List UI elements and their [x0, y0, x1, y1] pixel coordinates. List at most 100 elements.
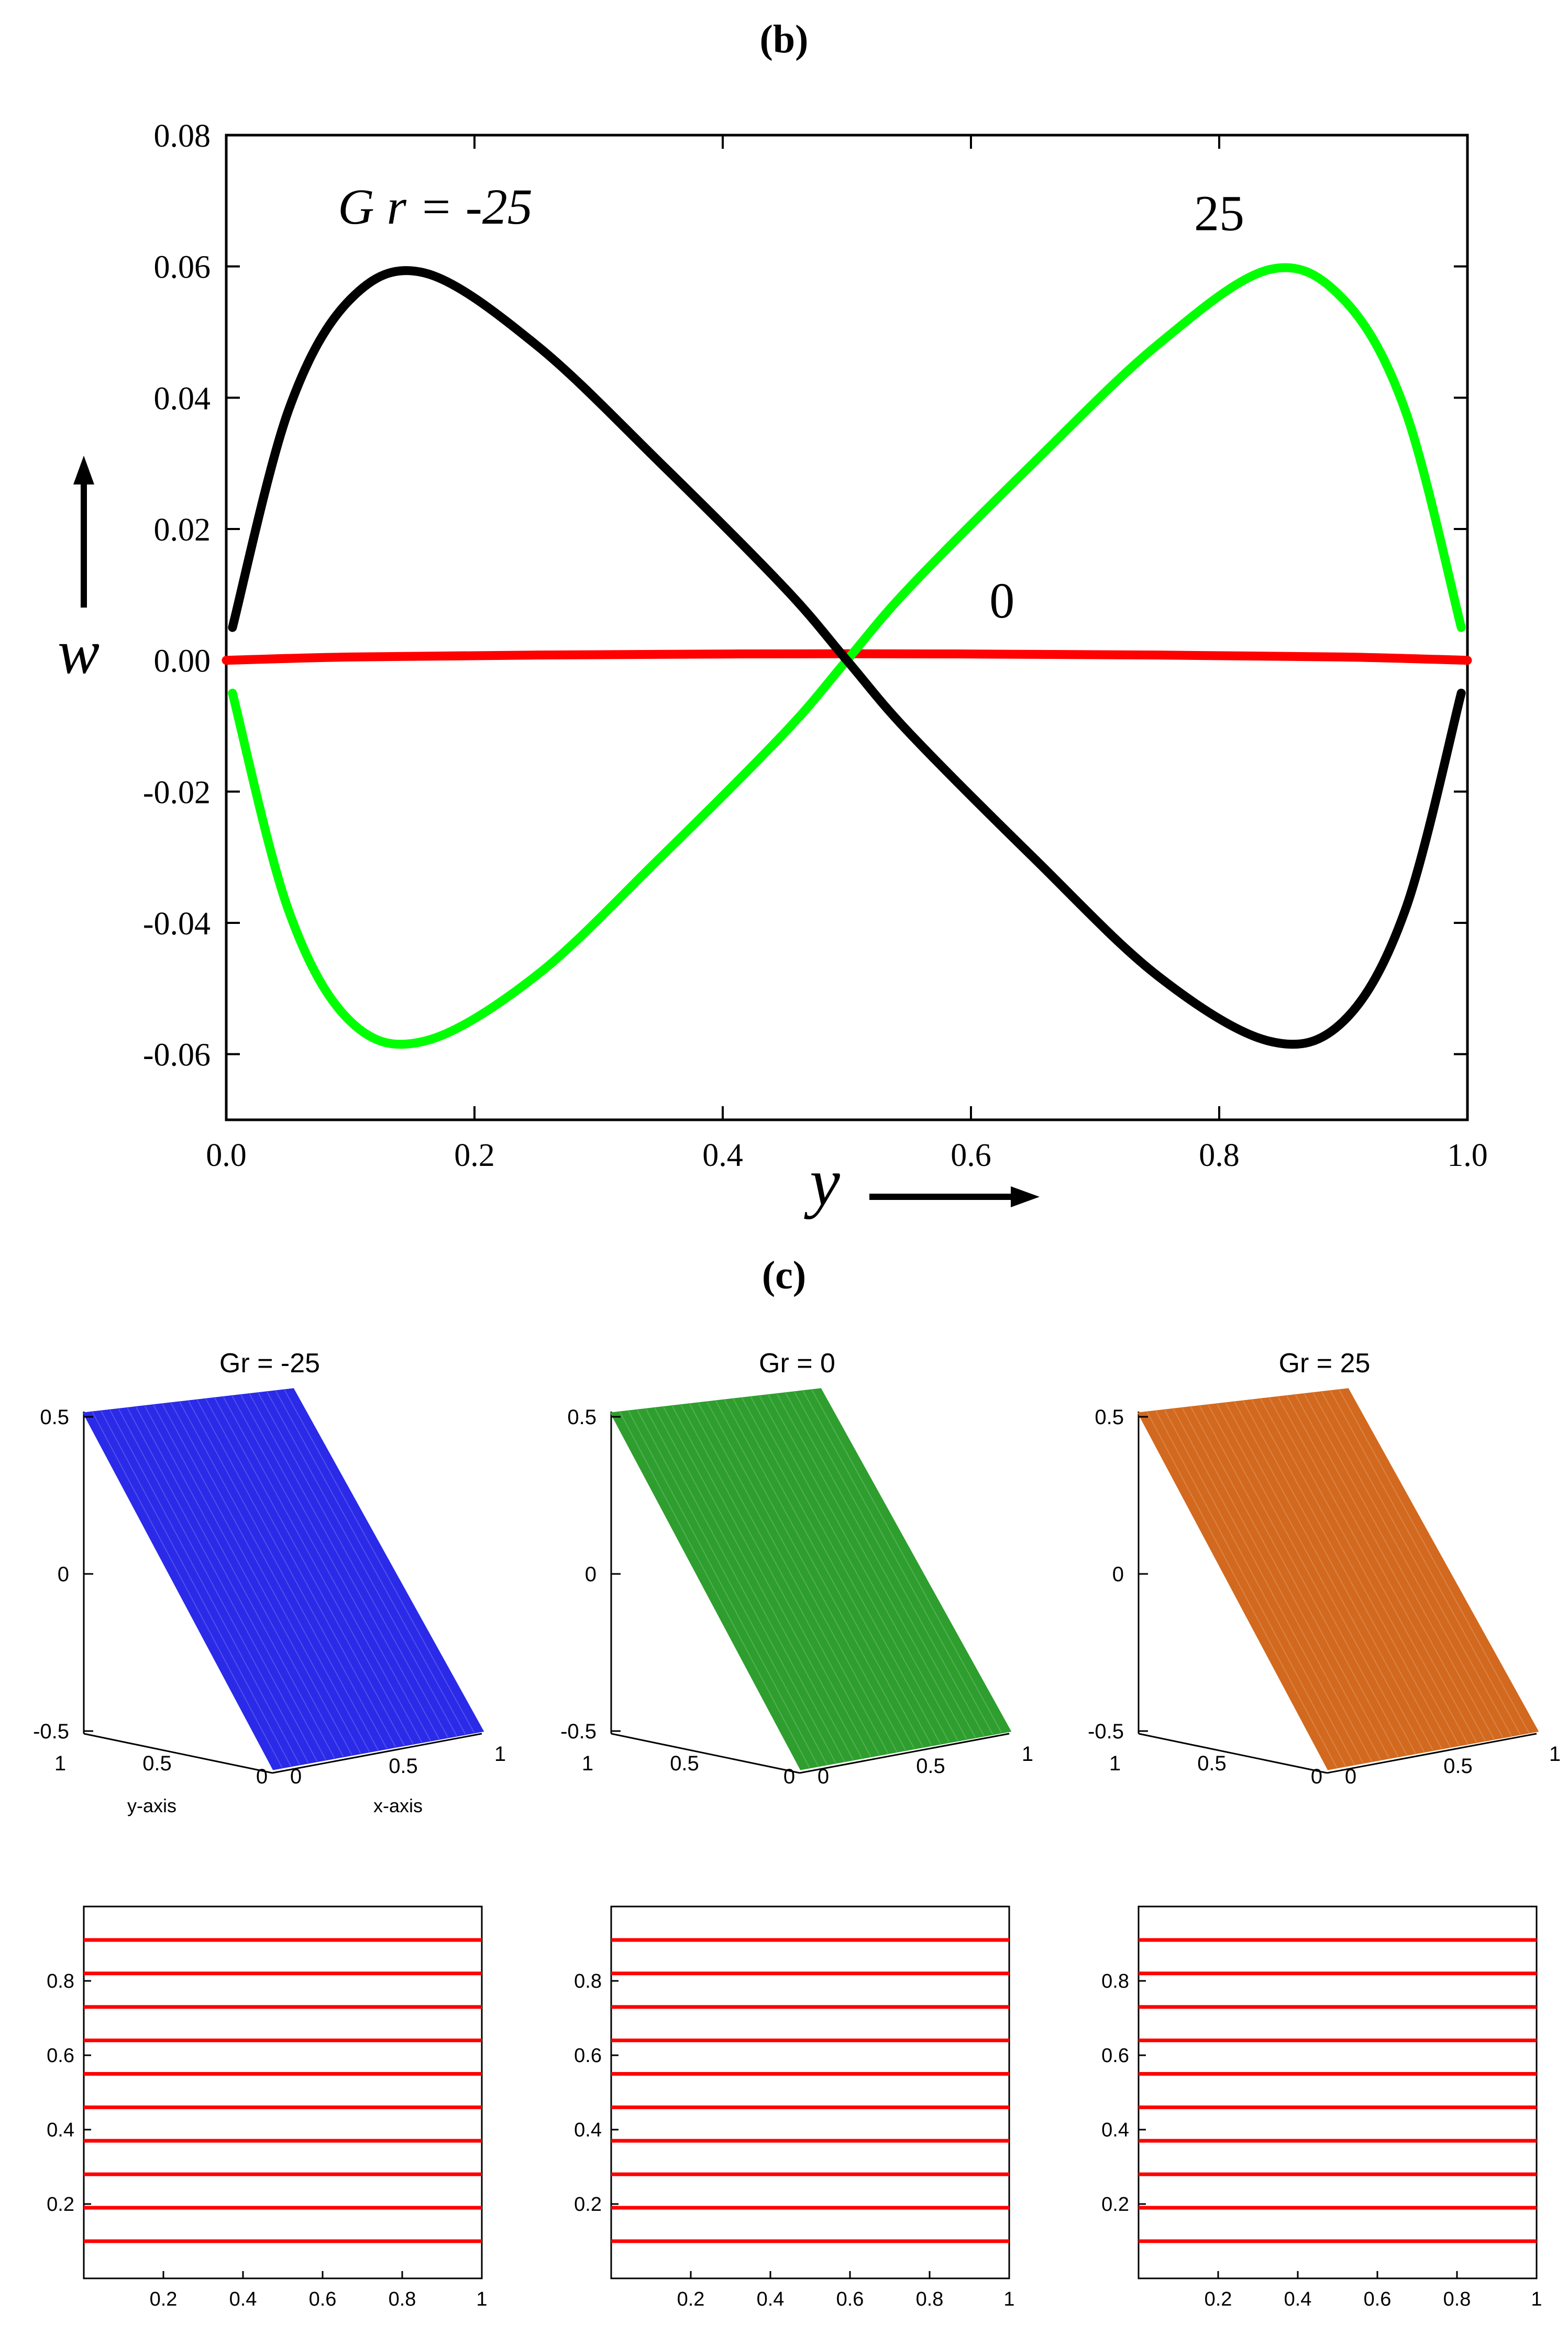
surface-patch — [1137, 1388, 1539, 1770]
y-tick-label: 0.00 — [154, 644, 211, 679]
y-tick-label: 0.02 — [154, 512, 211, 548]
surface-mesh-line — [92, 1412, 283, 1768]
surface-mesh-line — [1295, 1395, 1486, 1741]
surface-mesh-line — [223, 1396, 414, 1744]
x-tick-label: 0.2 — [454, 1138, 495, 1173]
y-tick-label: 0.08 — [154, 118, 211, 154]
surface-mesh-line — [1260, 1398, 1451, 1747]
y-axis-line — [83, 1733, 273, 1774]
surface-mesh-line — [802, 1391, 993, 1735]
surface-mesh-line — [1190, 1407, 1381, 1760]
surface-mesh-line — [1321, 1392, 1512, 1736]
surface-mesh-line — [240, 1395, 431, 1741]
surface-mesh-line — [205, 1398, 396, 1747]
surface-mesh-line — [101, 1411, 292, 1767]
surface-mesh-line — [663, 1407, 854, 1760]
surface-x-tick-label: 0 — [818, 1765, 829, 1788]
surface-y-tick-label: 0.5 — [1197, 1752, 1227, 1775]
line-chart: 0.080.060.040.020.00-0.02-0.04-0.06 0.0 0… — [58, 118, 1488, 1220]
surface-mesh-line — [1155, 1411, 1346, 1767]
series-line-gr-25 — [228, 266, 1466, 1049]
surface-x-tick-label: 0.5 — [389, 1755, 418, 1778]
y-axis-line — [1138, 1733, 1328, 1774]
surface-mesh-line — [776, 1394, 967, 1739]
surface-mesh-line — [619, 1412, 810, 1768]
surface-y-tick-label: 0 — [1311, 1765, 1322, 1788]
contour-x-tick-label: 0.4 — [1284, 2288, 1312, 2310]
surface-plot: Gr = -250.50-0.51 0.50 0 0.51y-axis x-axis — [33, 1348, 506, 1816]
x-tick-label: 1.0 — [1447, 1138, 1488, 1173]
surface-mesh-line — [759, 1395, 950, 1743]
surface-y-tick-label: 0 — [783, 1765, 795, 1788]
contour-y-tick-label: 0.4 — [574, 2119, 602, 2141]
surface-title: Gr = 0 — [759, 1348, 835, 1379]
contour-x-tick-label: 1 — [1003, 2288, 1014, 2310]
surface-x-tick-label: 1 — [1022, 1743, 1033, 1766]
surface-mesh-line — [1277, 1396, 1468, 1744]
surface-mesh-line — [733, 1398, 924, 1747]
surface-mesh-line — [1208, 1405, 1399, 1757]
surface-mesh-line — [698, 1403, 889, 1754]
panel-c-label: (c) — [762, 1253, 806, 1297]
x-axis-arrow-icon — [1011, 1186, 1040, 1207]
panel-b-label: (b) — [760, 17, 809, 61]
surface-x-tick-label: 1 — [494, 1743, 506, 1766]
surface-mesh-line — [1304, 1394, 1495, 1739]
contour-x-tick-label: 0.6 — [309, 2288, 337, 2310]
surface-mesh-line — [689, 1404, 880, 1756]
surface-mesh-line — [196, 1400, 388, 1749]
y-tick-label: -0.04 — [143, 906, 211, 942]
surface-mesh-line — [188, 1401, 379, 1750]
contour-x-tick-label: 0.2 — [677, 2288, 705, 2310]
surface-x-tick-label: 0 — [290, 1765, 302, 1788]
surface-mesh-line — [144, 1406, 335, 1759]
contour-x-tick-label: 0.2 — [1205, 2288, 1232, 2310]
contour-y-tick-label: 0.2 — [47, 2194, 74, 2216]
surface-title: Gr = 25 — [1279, 1348, 1371, 1379]
surface-mesh-line — [628, 1411, 819, 1767]
contour-x-tick-label: 0.8 — [389, 2288, 416, 2310]
surface-mesh-line — [1199, 1406, 1390, 1759]
z-tick-label: 0.5 — [40, 1406, 69, 1429]
contour-y-tick-label: 0.4 — [1101, 2119, 1129, 2141]
surface-mesh-line — [671, 1406, 863, 1759]
y-tick-label: 0.06 — [154, 250, 211, 285]
contour-y-tick-label: 0.8 — [47, 1970, 74, 1992]
surface-x-tick-label: 0.5 — [916, 1755, 945, 1778]
y-axis-label: w — [58, 617, 100, 687]
series-lines — [222, 263, 1472, 1049]
z-tick-label: 0.5 — [567, 1406, 597, 1429]
surface-mesh-line — [249, 1394, 440, 1739]
z-tick-label: -0.5 — [33, 1720, 69, 1743]
surface-mesh-line — [654, 1407, 845, 1762]
contour-y-tick-label: 0.6 — [574, 2045, 602, 2067]
surface-mesh-line — [742, 1397, 932, 1746]
x-tick-label: 0.6 — [951, 1138, 991, 1173]
contour-y-tick-label: 0.8 — [1101, 1970, 1129, 1992]
surface-mesh-line — [109, 1409, 300, 1765]
x-axis-ticks: 0.0 0.2 0.4 0.6 0.8 1.0 — [206, 135, 1488, 1173]
surface-mesh-line — [785, 1393, 976, 1738]
contour-x-tick-label: 0.8 — [1443, 2288, 1471, 2310]
surface-mesh-line — [231, 1395, 423, 1743]
surface-mesh-line — [170, 1403, 361, 1754]
contour-y-tick-label: 0.6 — [1101, 2045, 1129, 2067]
surface-mesh-line — [1217, 1404, 1407, 1756]
plot-frame — [225, 134, 1469, 1121]
y-axis-arrow-icon — [73, 456, 94, 484]
surface-mesh-line — [1339, 1390, 1530, 1733]
surface-mesh-line — [1243, 1401, 1433, 1750]
z-tick-label: 0 — [1112, 1563, 1124, 1586]
surface-mesh-line — [136, 1407, 326, 1760]
surface-mesh-line — [1251, 1400, 1442, 1749]
surface-mesh-line — [1286, 1395, 1477, 1743]
contour-plot: 0.8 0.6 0.4 0.2 0.2 0.4 0.6 0.8 1 — [1101, 1905, 1542, 2310]
annotation-label: G r = -25 — [338, 179, 532, 235]
x-axis-line — [799, 1733, 1010, 1774]
surface-y-tick-label: 0 — [256, 1765, 268, 1788]
x-axis-line — [272, 1733, 482, 1774]
surface-mesh-line — [153, 1405, 344, 1757]
y-axis-ticks: 0.08 0.06 0.04 0.02 0.00 -0.02 -0.04 -0.06 — [143, 118, 1467, 1073]
surface-mesh-line — [1225, 1403, 1416, 1754]
contour-x-tick-label: 1 — [476, 2288, 487, 2310]
